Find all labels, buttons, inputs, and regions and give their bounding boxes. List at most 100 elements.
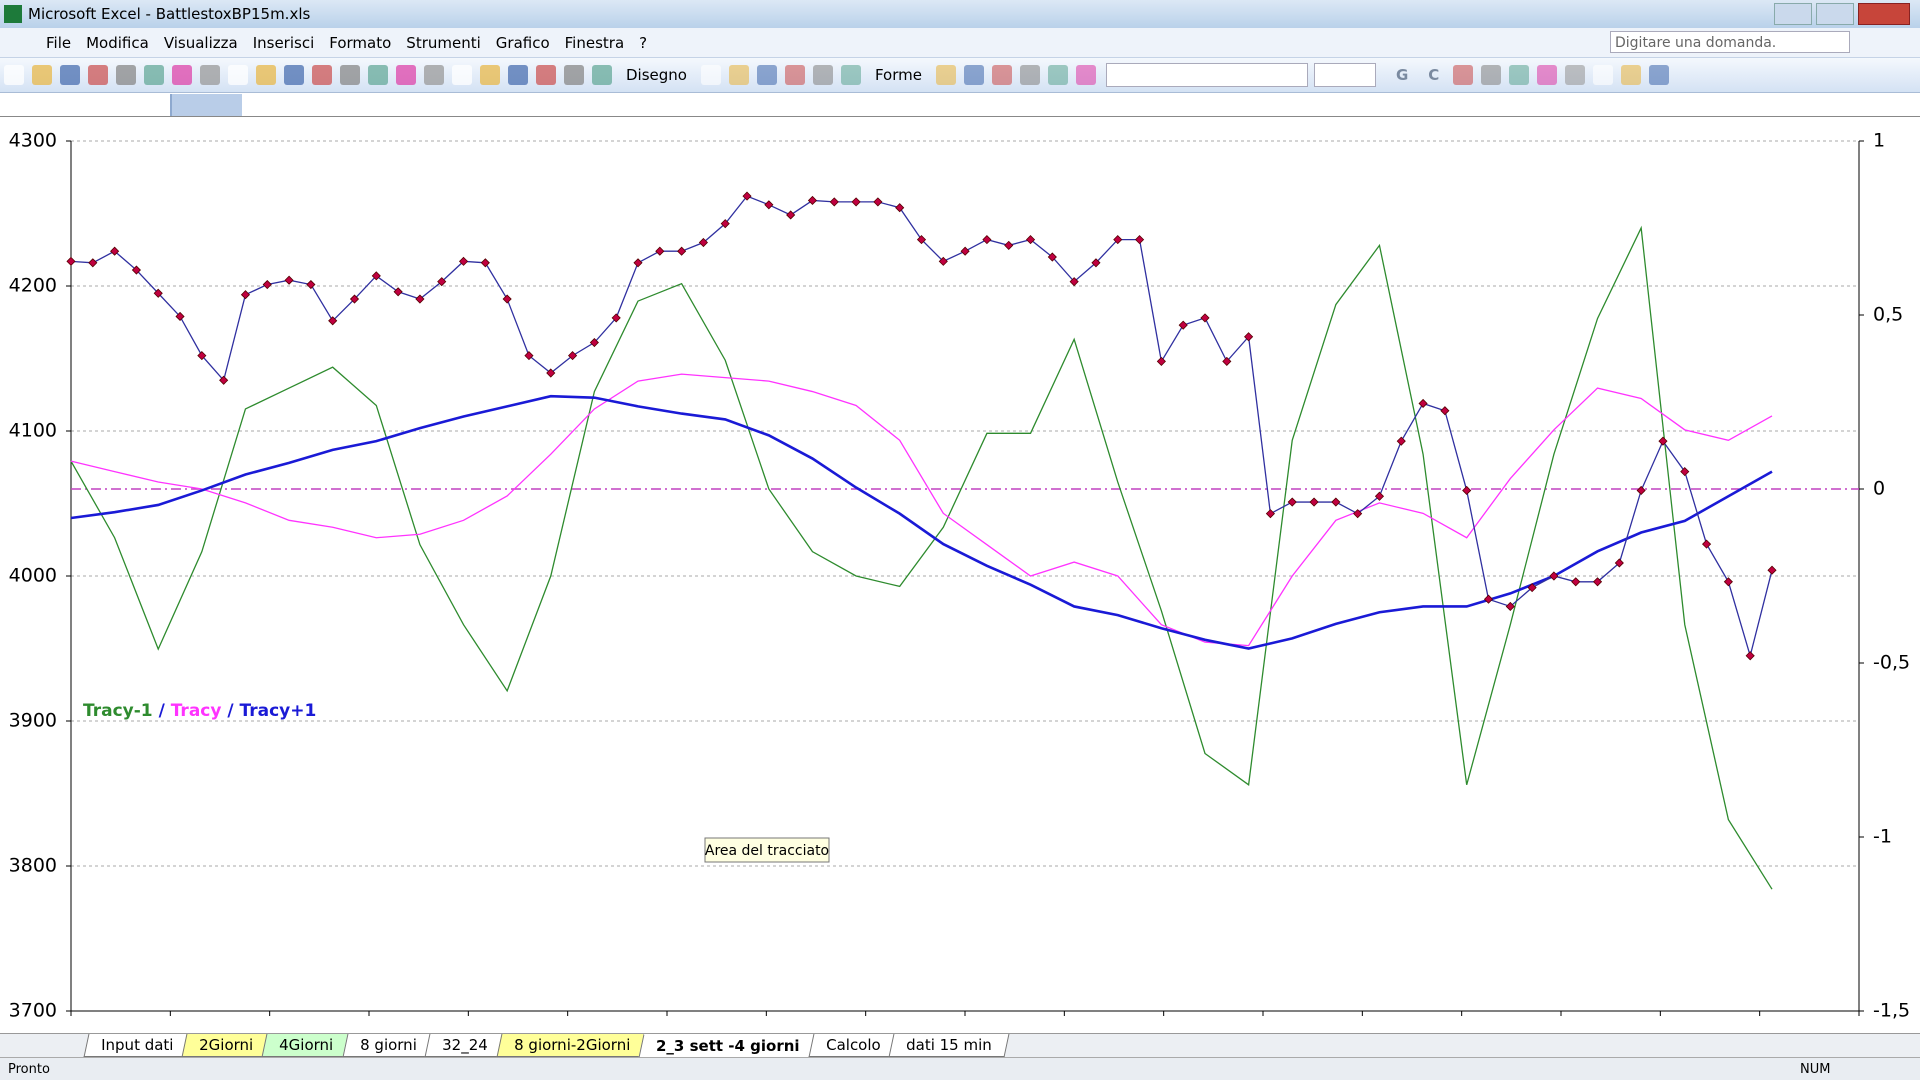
toolbar-button[interactable] <box>963 65 984 85</box>
data-point <box>1483 594 1494 604</box>
toolbar-button[interactable] <box>116 65 136 85</box>
toolbar-button[interactable] <box>991 65 1012 85</box>
menu-item[interactable]: Formato <box>329 33 392 52</box>
toolbar-button[interactable] <box>700 65 721 85</box>
y2-tick-label: -1 <box>1873 826 1892 848</box>
help-box[interactable]: Digitare una domanda. <box>1610 31 1850 53</box>
font-box[interactable] <box>1105 63 1308 87</box>
toolbar-button[interactable] <box>452 65 472 85</box>
toolbar-button[interactable] <box>228 65 248 85</box>
y2-tick-label: 0,5 <box>1873 304 1903 326</box>
toolbar-button[interactable] <box>396 65 416 85</box>
sheet-tab[interactable]: 4Giorni <box>262 1034 352 1057</box>
toolbar-button[interactable] <box>812 65 833 85</box>
minimize-button[interactable] <box>1774 3 1812 25</box>
menu-item[interactable]: Modifica <box>86 33 149 52</box>
legend-entry: Tracy+1 <box>240 701 317 721</box>
sheet-tab[interactable]: dati 15 min <box>889 1034 1010 1057</box>
toolbar-button[interactable] <box>508 65 528 85</box>
toolbar-button[interactable] <box>368 65 388 85</box>
fx-button[interactable] <box>172 93 242 116</box>
toolbar-button[interactable] <box>1537 65 1558 85</box>
title-bar: Microsoft Excel - BattlestoxBP15m.xls <box>0 0 1920 28</box>
toolbar-button[interactable] <box>172 65 192 85</box>
sheet-tab[interactable]: Calcolo <box>808 1034 898 1057</box>
legend-entry: Tracy <box>171 701 222 721</box>
data-point <box>764 200 774 210</box>
data-point <box>1156 356 1166 366</box>
toolbar-button[interactable] <box>592 65 612 85</box>
data-point <box>1091 258 1101 268</box>
data-point <box>1244 332 1254 342</box>
toolbar-button[interactable] <box>1047 65 1068 85</box>
data-point <box>1178 320 1188 330</box>
toolbar-button[interactable] <box>424 65 444 85</box>
toolbar-button[interactable] <box>564 65 584 85</box>
data-point <box>633 258 643 268</box>
toolbar-button[interactable] <box>60 65 80 85</box>
data-point <box>1702 539 1712 549</box>
toolbar-button[interactable] <box>4 65 24 85</box>
drawing-menu[interactable]: Forme <box>874 66 922 84</box>
data-point <box>262 279 272 290</box>
sheet-tab[interactable]: Input dati <box>83 1034 191 1057</box>
toolbar-button[interactable] <box>536 65 556 85</box>
sheet-tab[interactable]: 32_24 <box>424 1034 506 1057</box>
legend-entry: Tracy-1 <box>83 701 153 721</box>
sheet-tab[interactable]: 2_3 sett -4 giorni <box>638 1033 818 1058</box>
toolbar-button[interactable] <box>1019 65 1040 85</box>
toolbar-button[interactable] <box>1453 65 1474 85</box>
toolbar-button[interactable] <box>784 65 805 85</box>
size-box[interactable] <box>1313 63 1376 87</box>
menu-item[interactable]: ? <box>639 33 648 52</box>
data-point <box>1047 252 1057 262</box>
data-point <box>589 337 599 348</box>
toolbar-button[interactable] <box>144 65 164 85</box>
toolbar-button[interactable] <box>1481 65 1502 85</box>
tooltip-box <box>704 837 830 863</box>
toolbar-button[interactable] <box>32 65 52 85</box>
series-line <box>70 225 1773 890</box>
toolbar-button[interactable] <box>284 65 304 85</box>
toolbar-button[interactable] <box>256 65 276 85</box>
data-point <box>1592 577 1603 587</box>
close-button[interactable] <box>1858 3 1910 25</box>
data-point <box>1723 577 1733 587</box>
toolbar-button[interactable] <box>1649 65 1670 85</box>
data-point <box>546 368 556 378</box>
data-point <box>328 316 338 326</box>
drawing-menu[interactable]: Disegno <box>626 66 687 84</box>
menu-item[interactable]: Visualizza <box>163 33 238 52</box>
toolbar-button[interactable] <box>480 65 500 85</box>
toolbar-button[interactable] <box>1509 65 1530 85</box>
menu-item[interactable]: Strumenti <box>406 33 481 52</box>
toolbar-button[interactable] <box>1593 65 1614 85</box>
toolbar-button[interactable] <box>840 65 861 85</box>
menu-item[interactable]: Finestra <box>564 33 625 52</box>
format-button[interactable]: C <box>1428 66 1440 84</box>
data-point <box>1374 491 1385 501</box>
menu-item[interactable]: Grafico <box>495 33 550 52</box>
toolbar-button[interactable] <box>340 65 360 85</box>
menu-item[interactable]: Inserisci <box>252 33 315 52</box>
data-point <box>1396 436 1406 446</box>
data-point <box>502 294 512 304</box>
data-point <box>219 375 229 385</box>
name-box[interactable] <box>0 93 172 116</box>
maximize-button[interactable] <box>1816 3 1854 25</box>
toolbar-button[interactable] <box>200 65 220 85</box>
toolbar-button[interactable] <box>1621 65 1642 85</box>
toolbar-button[interactable] <box>1075 65 1096 85</box>
menu-item[interactable]: File <box>46 33 72 52</box>
toolbar-button[interactable] <box>728 65 749 85</box>
toolbar-button[interactable] <box>756 65 777 85</box>
sheet-tab[interactable]: 8 giorni <box>342 1034 434 1057</box>
sheet-tab[interactable]: 2Giorni <box>181 1034 271 1057</box>
toolbar-button[interactable] <box>1565 65 1586 85</box>
sheet-tab[interactable]: 8 giorni-2Giorni <box>496 1034 648 1057</box>
toolbar-button[interactable] <box>935 65 956 85</box>
format-button[interactable]: G <box>1395 66 1409 84</box>
toolbar-button[interactable] <box>312 65 332 85</box>
toolbar-button[interactable] <box>88 65 108 85</box>
data-point <box>1222 356 1232 366</box>
